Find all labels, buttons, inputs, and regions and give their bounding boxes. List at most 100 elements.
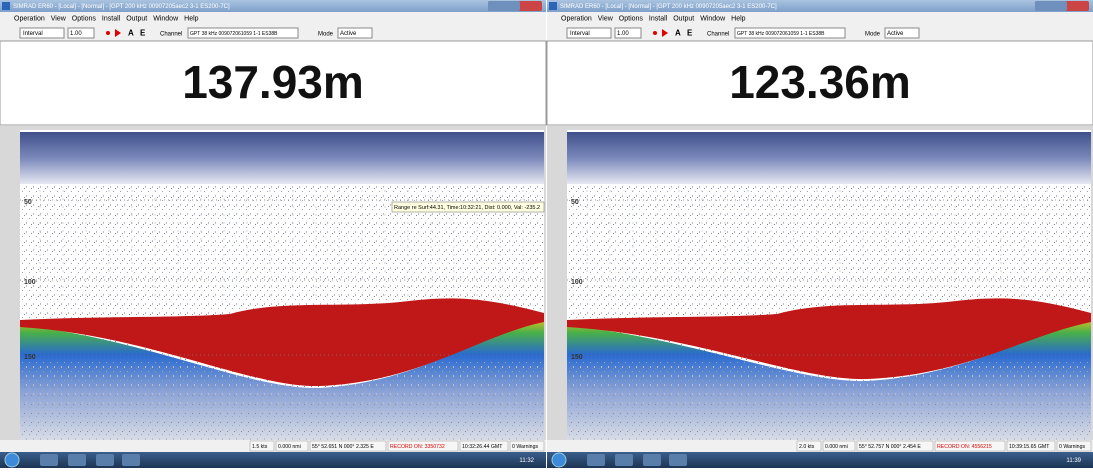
app-icon xyxy=(549,2,557,10)
record-play xyxy=(115,29,121,37)
status-text: 0.000 nmi xyxy=(278,444,301,450)
app-window: SIMRAD ER60 - [Local] - [Normal] - [GPT … xyxy=(0,0,547,468)
status-cell xyxy=(822,440,856,452)
depth-tick: 50 xyxy=(571,199,579,206)
status-text: 10:39:15.65 GMT xyxy=(1009,444,1050,450)
interval-value: 1.00 xyxy=(617,31,629,37)
status-text: 55° 52.757 N 000° 2.454 E xyxy=(859,444,921,450)
taskbar-icon[interactable] xyxy=(96,454,114,466)
menu-item[interactable]: Options xyxy=(619,15,644,22)
menu-item[interactable]: View xyxy=(51,15,67,22)
tooltip-box xyxy=(391,201,545,213)
status-cell xyxy=(309,440,387,452)
menu-item[interactable]: Install xyxy=(102,15,121,22)
status-cell xyxy=(1006,440,1056,452)
status-text: RECORD ON: 3350732 xyxy=(390,444,445,450)
menu-item[interactable]: Output xyxy=(673,15,694,22)
channel-select[interactable] xyxy=(187,27,299,39)
echogram: 50 100 150 xyxy=(547,126,1093,440)
record-dot xyxy=(106,31,110,35)
ping-mode-select[interactable] xyxy=(884,27,920,39)
e-button[interactable]: E xyxy=(687,29,693,38)
title-bar xyxy=(547,0,1093,12)
channel-select[interactable] xyxy=(734,27,846,39)
menu-bar xyxy=(0,12,546,24)
channel-value: GPT 38 kHz 009072061059 1-1 ES38B xyxy=(737,31,825,37)
mode-value: Interval xyxy=(23,31,43,37)
depth-tick: 50 xyxy=(24,199,32,206)
taskbar-icon[interactable] xyxy=(40,454,58,466)
taskbar-icon[interactable] xyxy=(669,454,687,466)
record-dot xyxy=(653,31,657,35)
depth-panel xyxy=(0,40,547,126)
status-cell xyxy=(934,440,1006,452)
ping-mode-value: Active xyxy=(887,31,904,37)
window-title: SIMRAD ER60 - [Local] - [Normal] - [GPT … xyxy=(13,4,230,10)
status-text: 0 Warnings xyxy=(1059,444,1085,450)
minimize-max[interactable] xyxy=(488,1,520,11)
menu-item[interactable]: Help xyxy=(184,15,199,22)
e-button[interactable]: E xyxy=(140,29,146,38)
menu-item[interactable]: Operation xyxy=(14,15,45,22)
record-play xyxy=(662,29,668,37)
taskbar-icon[interactable] xyxy=(643,454,661,466)
depth-tick: 100 xyxy=(571,279,583,286)
start-button[interactable] xyxy=(4,452,20,468)
window-title: SIMRAD ER60 - [Local] - [Normal] - [GPT … xyxy=(560,4,777,10)
menu-item[interactable]: Operation xyxy=(561,15,592,22)
taskbar-icon[interactable] xyxy=(68,454,86,466)
channel-label: Channel xyxy=(707,32,729,38)
status-cell xyxy=(249,440,275,452)
status-text: 55° 52.651 N 000° 2.325 E xyxy=(312,444,374,450)
mode-label: Mode xyxy=(865,32,881,38)
mode-select[interactable] xyxy=(19,27,65,39)
depth-readout: 137.93m xyxy=(182,56,364,108)
a-button[interactable]: A xyxy=(675,29,681,38)
depth-tick: 150 xyxy=(24,354,36,361)
title-bar xyxy=(0,0,546,12)
minimize-max[interactable] xyxy=(1035,1,1067,11)
channel-value: GPT 38 kHz 009072061059 1-1 ES38B xyxy=(190,31,278,37)
status-cell xyxy=(275,440,309,452)
channel-label: Channel xyxy=(160,32,182,38)
echogram: 50 100 150 Range re Surf:44.31, Time:10:32:… xyxy=(0,126,546,440)
taskbar-icon[interactable] xyxy=(587,454,605,466)
menu-item[interactable]: View xyxy=(598,15,614,22)
mode-value: Interval xyxy=(570,31,590,37)
status-cell xyxy=(387,440,459,452)
depth-panel xyxy=(546,40,1093,126)
taskbar-icon[interactable] xyxy=(615,454,633,466)
app-window: SIMRAD ER60 - [Local] - [Normal] - [GPT … xyxy=(546,0,1093,468)
a-button[interactable]: A xyxy=(128,29,134,38)
menu-item[interactable]: Install xyxy=(649,15,668,22)
taskbar-icon[interactable] xyxy=(122,454,140,466)
clock: 11:32 xyxy=(519,458,534,464)
tooltip: Range re Surf:44.31, Time:10:32:21, Dist… xyxy=(394,205,540,211)
surface-layer xyxy=(567,132,1091,184)
seabed xyxy=(567,298,1091,380)
menu-bar xyxy=(547,12,1093,24)
interval-value: 1.00 xyxy=(70,31,82,37)
status-cell xyxy=(1056,440,1092,452)
ping-mode-value: Active xyxy=(340,31,357,37)
interval-field[interactable] xyxy=(67,27,95,39)
status-text: 1.5 kts xyxy=(252,444,268,450)
start-button[interactable] xyxy=(551,452,567,468)
menu-item[interactable]: Window xyxy=(700,15,726,22)
depth-readout: 123.36m xyxy=(729,56,911,108)
menu-item[interactable]: Help xyxy=(731,15,746,22)
status-cell xyxy=(459,440,509,452)
clock: 11:39 xyxy=(1066,458,1081,464)
ping-mode-select[interactable] xyxy=(337,27,373,39)
menu-item[interactable]: Window xyxy=(153,15,179,22)
status-text: 0 Warnings xyxy=(512,444,538,450)
seabed xyxy=(20,298,544,387)
status-cell xyxy=(509,440,545,452)
depth-tick: 100 xyxy=(24,279,36,286)
mode-select[interactable] xyxy=(566,27,612,39)
interval-field[interactable] xyxy=(614,27,642,39)
menu-item[interactable]: Options xyxy=(72,15,97,22)
menu-item[interactable]: Output xyxy=(126,15,147,22)
surface-layer xyxy=(20,132,544,184)
